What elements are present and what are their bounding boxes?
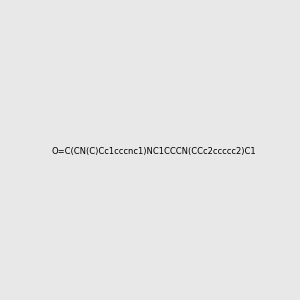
Text: O=C(CN(C)Cc1cccnc1)NC1CCCN(CCc2ccccc2)C1: O=C(CN(C)Cc1cccnc1)NC1CCCN(CCc2ccccc2)C1 — [51, 147, 256, 156]
